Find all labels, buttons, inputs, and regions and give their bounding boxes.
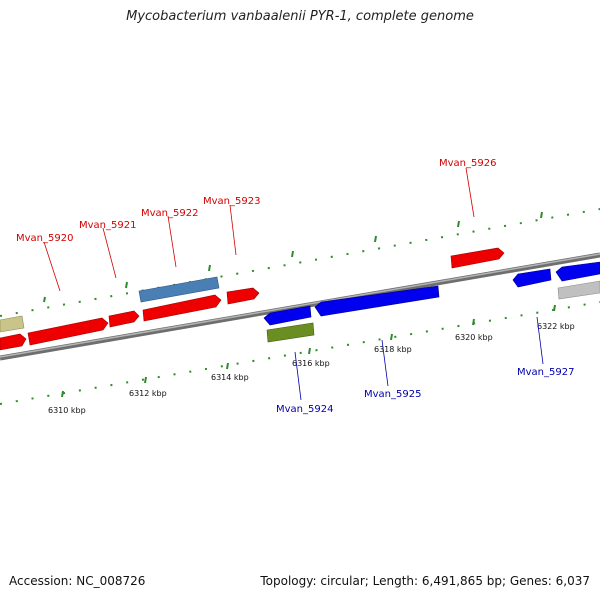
tick-label: 6316 kbp bbox=[292, 359, 330, 368]
gene-label-mvan-5926[interactable]: Mvan_5926 bbox=[439, 158, 496, 169]
gene-label-mvan-5924[interactable]: Mvan_5924 bbox=[276, 404, 333, 415]
gene-arrow-mvan-5927[interactable] bbox=[512, 268, 552, 288]
forward-genes bbox=[0, 247, 505, 351]
inner-major-tick bbox=[226, 362, 229, 370]
label-leader-line bbox=[381, 339, 389, 387]
backbone-line bbox=[0, 252, 600, 361]
label-leader-line bbox=[294, 351, 302, 401]
outer-major-tick bbox=[374, 235, 377, 243]
outer-dotted-track bbox=[0, 208, 600, 317]
gene-label-mvan-5925[interactable]: Mvan_5925 bbox=[364, 389, 421, 400]
inner-major-tick bbox=[553, 304, 556, 312]
gene-arrow-mvan-5921[interactable] bbox=[108, 310, 140, 328]
inner-major-tick bbox=[144, 376, 147, 384]
inner-major-tick bbox=[390, 333, 393, 341]
tick-label: 6318 kbp bbox=[374, 345, 412, 354]
gene-arrow[interactable] bbox=[0, 333, 27, 351]
tick-label: 6314 kbp bbox=[211, 373, 249, 382]
gene-label-mvan-5922[interactable]: Mvan_5922 bbox=[141, 208, 198, 219]
outer-major-tick bbox=[540, 211, 543, 219]
genome-stats-text: Topology: circular; Length: 6,491,865 bp… bbox=[260, 574, 590, 588]
gene-arrow-mvan-5920[interactable] bbox=[27, 317, 109, 346]
label-leader-line bbox=[229, 204, 237, 256]
inner-major-tick bbox=[308, 347, 311, 355]
outer-tick-dots bbox=[0, 208, 600, 317]
tick-label: 6320 kbp bbox=[455, 333, 493, 342]
outer-major-tick bbox=[208, 264, 211, 272]
outer-major-tick bbox=[125, 281, 128, 289]
genome-backbone bbox=[0, 252, 600, 361]
inner-tick-dots bbox=[0, 301, 600, 405]
reverse-gene-labels: Mvan_5924 Mvan_5925 Mvan_5927 bbox=[276, 316, 574, 415]
gene-arrow-mvan-5925[interactable] bbox=[314, 285, 440, 317]
accession-text: Accession: NC_008726 bbox=[9, 574, 146, 588]
gene-block-olive[interactable] bbox=[266, 322, 315, 343]
outer-major-tick bbox=[291, 250, 294, 258]
backbone-highlight bbox=[0, 253, 600, 358]
inner-dotted-track: 6310 kbp 6312 kbp 6314 kbp 6316 kbp 6318… bbox=[0, 301, 600, 415]
gene-label-mvan-5920[interactable]: Mvan_5920 bbox=[16, 233, 73, 244]
label-leader-line bbox=[102, 227, 117, 279]
reverse-genes bbox=[263, 261, 600, 343]
gene-arrow-mvan-5922[interactable] bbox=[142, 294, 222, 322]
gene-arrow-mvan-5926[interactable] bbox=[450, 247, 505, 269]
gene-block-khaki[interactable] bbox=[0, 315, 25, 333]
label-leader-line bbox=[43, 241, 61, 292]
outer-major-tick bbox=[43, 296, 46, 303]
gene-label-mvan-5921[interactable]: Mvan_5921 bbox=[79, 220, 136, 231]
forward-gene-labels: Mvan_5920 Mvan_5921 Mvan_5922 Mvan_5923 … bbox=[16, 158, 496, 292]
map-title: Mycobacterium vanbaalenii PYR-1, complet… bbox=[126, 9, 474, 24]
outer-major-tick bbox=[457, 220, 460, 228]
gene-arrow-mvan-5923[interactable] bbox=[226, 287, 260, 305]
tick-label: 6322 kbp bbox=[537, 322, 575, 331]
tick-label: 6312 kbp bbox=[129, 389, 167, 398]
gene-label-mvan-5927[interactable]: Mvan_5927 bbox=[517, 367, 574, 378]
label-leader-line bbox=[167, 215, 177, 268]
label-leader-line bbox=[536, 316, 544, 365]
gene-label-mvan-5923[interactable]: Mvan_5923 bbox=[203, 196, 260, 207]
inner-major-tick bbox=[472, 318, 475, 326]
inner-major-tick bbox=[61, 390, 64, 398]
label-leader-line bbox=[465, 167, 475, 218]
gene-block-gray[interactable] bbox=[557, 280, 600, 300]
gene-block-steel-blue[interactable] bbox=[138, 276, 220, 303]
tick-label: 6310 kbp bbox=[48, 406, 86, 415]
gene-arrow-mvan-5924[interactable] bbox=[263, 305, 312, 326]
gene-arrow[interactable] bbox=[555, 261, 600, 282]
